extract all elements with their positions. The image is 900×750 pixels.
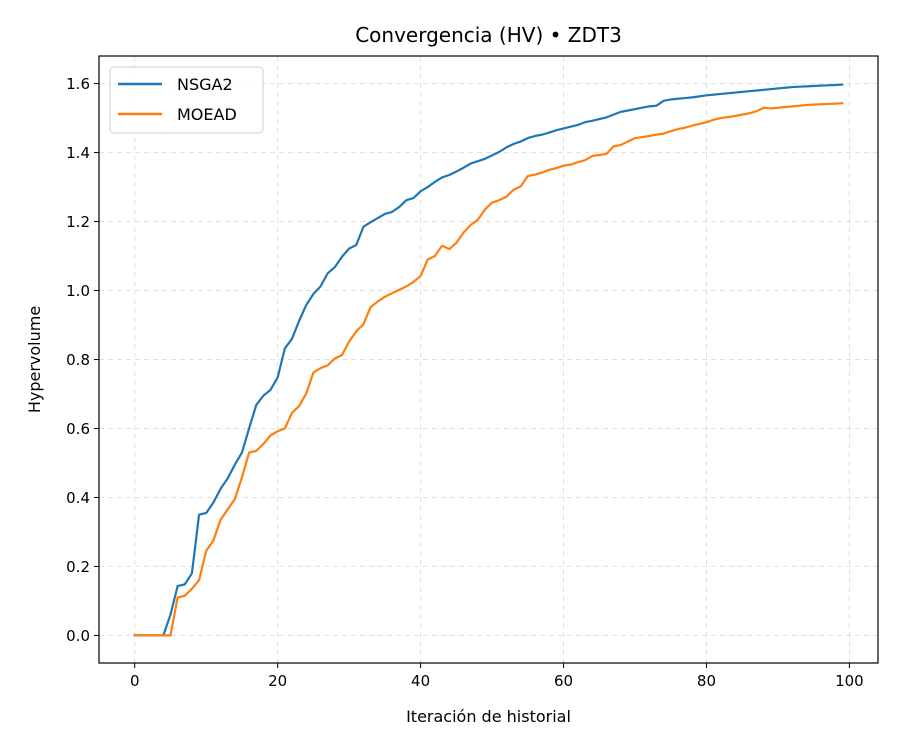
chart-title: Convergencia (HV) • ZDT3	[355, 23, 622, 47]
x-tick-label: 100	[835, 672, 864, 690]
y-tick-label: 1.2	[66, 213, 90, 231]
series-line-nsga2	[133, 83, 844, 637]
x-tick-label: 0	[130, 672, 140, 690]
x-tick-label: 20	[268, 672, 287, 690]
series-layer	[133, 83, 844, 637]
y-tick-label: 0.8	[66, 351, 90, 369]
legend: NSGA2 MOEAD	[109, 66, 264, 134]
y-tick-label: 0.2	[66, 558, 90, 576]
series-line-moead	[133, 102, 844, 637]
x-tick-label: 40	[411, 672, 430, 690]
tick-labels: 0 20 40 60 80 100 0.0 0.2 0.4 0.6 0.8 1.0 1.2 1.4 1.6	[66, 75, 864, 690]
y-axis-label: Hypervolume	[25, 306, 44, 413]
y-tick-label: 1.0	[66, 282, 90, 300]
legend-label-moead: MOEAD	[177, 105, 237, 124]
x-tick-label: 60	[554, 672, 573, 690]
y-tick-label: 0.4	[66, 489, 90, 507]
y-tick-label: 0.0	[66, 627, 90, 645]
y-tick-label: 0.6	[66, 420, 90, 438]
y-tick-label: 1.6	[66, 75, 90, 93]
ticks	[94, 83, 850, 668]
x-tick-label: 80	[697, 672, 716, 690]
y-tick-label: 1.4	[66, 144, 90, 162]
legend-label-nsga2: NSGA2	[177, 75, 233, 94]
x-axis-label: Iteración de historial	[406, 707, 571, 726]
grid	[99, 56, 878, 663]
